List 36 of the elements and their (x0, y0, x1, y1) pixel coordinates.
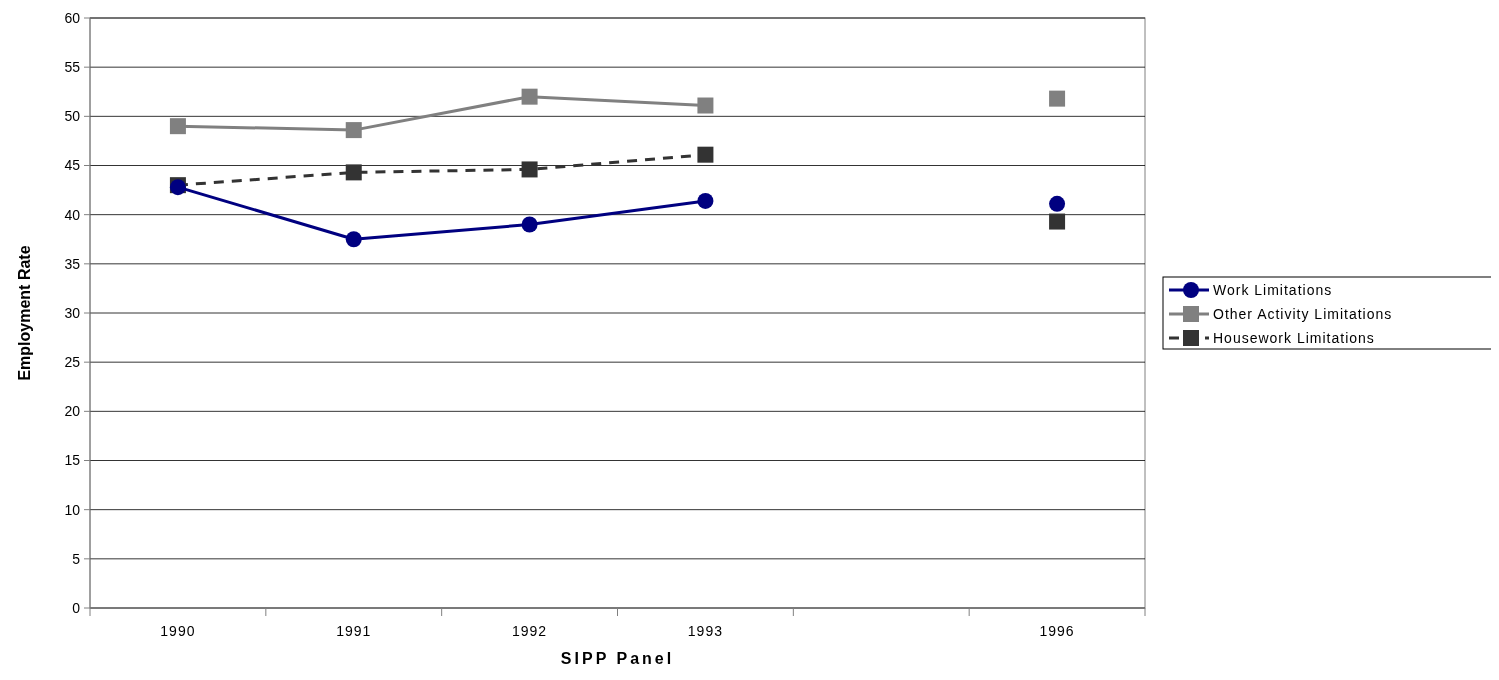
x-tick-label: 1996 (1039, 623, 1075, 639)
x-tick-label: 1990 (160, 623, 196, 639)
x-tick-label: 1993 (687, 623, 723, 639)
point (521, 161, 538, 178)
x-axis-title: SIPP Panel (560, 650, 675, 667)
y-tick-label: 60 (64, 9, 81, 26)
y-tick-label: 15 (64, 452, 81, 469)
point (169, 118, 186, 135)
point (1049, 90, 1066, 107)
legend-label: Other Activity Limitations (1213, 305, 1393, 322)
legend-label: Housework Limitations (1213, 329, 1375, 346)
y-axis-title: Employment Rate (16, 245, 33, 381)
y-tick-label: 40 (64, 206, 81, 223)
y-tick-label: 35 (64, 255, 81, 272)
point (521, 88, 538, 105)
point (697, 97, 714, 114)
x-tick-label: 1991 (336, 623, 372, 639)
point (697, 192, 714, 209)
y-tick-label: 5 (72, 550, 81, 567)
point (1049, 195, 1066, 212)
y-tick-label: 25 (64, 354, 81, 371)
point (345, 231, 362, 248)
x-tick-label: 1992 (512, 623, 548, 639)
y-tick-label: 30 (64, 304, 81, 321)
y-tick-label: 55 (64, 59, 81, 76)
y-tick-label: 10 (64, 501, 81, 518)
point (1049, 213, 1066, 230)
legend-label: Work Limitations (1213, 281, 1333, 298)
point (521, 216, 538, 233)
y-tick-label: 0 (72, 599, 81, 616)
y-tick-label: 50 (64, 108, 81, 125)
y-tick-label: 20 (64, 403, 81, 420)
point (697, 146, 714, 163)
point (345, 122, 362, 139)
point (345, 164, 362, 181)
y-tick-label: 45 (64, 157, 81, 174)
